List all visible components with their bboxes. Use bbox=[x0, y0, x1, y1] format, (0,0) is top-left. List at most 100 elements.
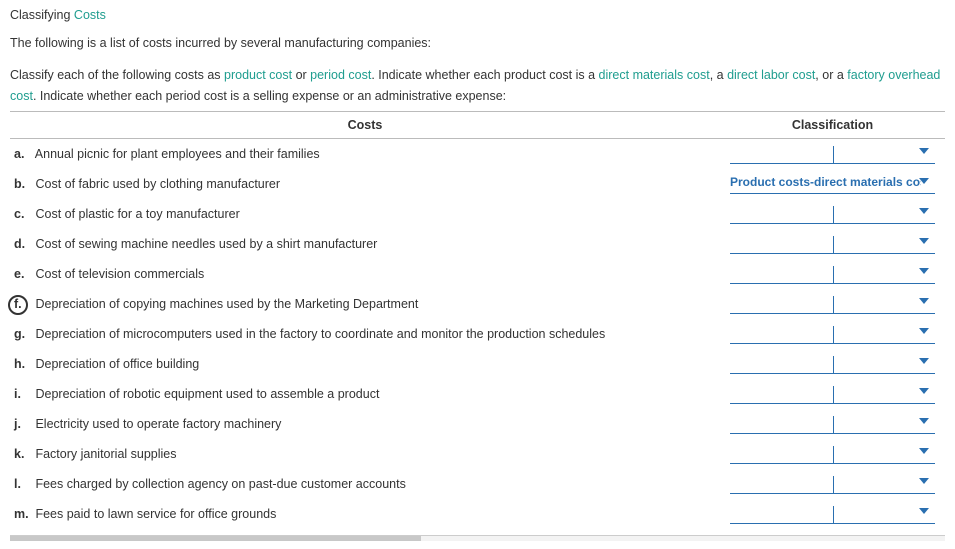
table-row: d. Cost of sewing machine needles used b… bbox=[10, 229, 945, 259]
cost-cell: b. Cost of fabric used by clothing manuf… bbox=[10, 169, 720, 199]
cost-text: Annual picnic for plant employees and th… bbox=[32, 147, 320, 161]
cost-text: Depreciation of robotic equipment used t… bbox=[32, 387, 379, 401]
table-row: g. Depreciation of microcomputers used i… bbox=[10, 319, 945, 349]
row-letter: e. bbox=[14, 267, 32, 281]
classification-cell: Product costs-direct materials cost bbox=[720, 169, 945, 199]
chevron-down-icon bbox=[919, 148, 929, 154]
cost-text: Fees charged by collection agency on pas… bbox=[32, 477, 406, 491]
classification-dropdown[interactable] bbox=[730, 414, 935, 434]
link-direct-labor[interactable]: direct labor cost bbox=[727, 68, 815, 82]
classification-cell bbox=[720, 259, 945, 289]
cost-cell: f. Depreciation of copying machines used… bbox=[10, 289, 720, 319]
chevron-down-icon bbox=[919, 208, 929, 214]
chevron-down-icon bbox=[919, 448, 929, 454]
cost-cell: a. Annual picnic for plant employees and… bbox=[10, 139, 720, 170]
instr-p5: . Indicate whether each period cost is a… bbox=[33, 89, 506, 103]
cost-cell: l. Fees charged by collection agency on … bbox=[10, 469, 720, 499]
cost-text: Cost of television commercials bbox=[32, 267, 204, 281]
instr-p1: or bbox=[292, 68, 310, 82]
classification-dropdown[interactable] bbox=[730, 264, 935, 284]
classification-cell bbox=[720, 379, 945, 409]
chevron-down-icon bbox=[919, 418, 929, 424]
cost-cell: i. Depreciation of robotic equipment use… bbox=[10, 379, 720, 409]
row-letter: d. bbox=[14, 237, 32, 251]
instr-p3: , a bbox=[710, 68, 727, 82]
row-letter: i. bbox=[14, 387, 32, 401]
cost-text: Cost of fabric used by clothing manufact… bbox=[32, 177, 280, 191]
col-costs: Costs bbox=[10, 112, 720, 139]
classification-cell bbox=[720, 319, 945, 349]
row-letter: k. bbox=[14, 447, 32, 461]
classification-dropdown[interactable]: Product costs-direct materials cost bbox=[730, 174, 935, 194]
row-letter: c. bbox=[14, 207, 32, 221]
chevron-down-icon bbox=[919, 478, 929, 484]
classification-dropdown[interactable] bbox=[730, 294, 935, 314]
table-row: i. Depreciation of robotic equipment use… bbox=[10, 379, 945, 409]
classification-cell bbox=[720, 499, 945, 529]
cost-cell: m. Fees paid to lawn service for office … bbox=[10, 499, 720, 529]
row-letter: j. bbox=[14, 417, 32, 431]
row-letter: a. bbox=[14, 147, 32, 161]
cost-text: Factory janitorial supplies bbox=[32, 447, 177, 461]
dropdown-value: Product costs-direct materials cost bbox=[730, 175, 921, 189]
cost-text: Cost of sewing machine needles used by a… bbox=[32, 237, 377, 251]
table-row: c. Cost of plastic for a toy manufacture… bbox=[10, 199, 945, 229]
title-part1: Classifying bbox=[10, 8, 74, 22]
horizontal-scrollbar[interactable] bbox=[10, 535, 945, 541]
cost-text: Depreciation of office building bbox=[32, 357, 199, 371]
chevron-down-icon bbox=[919, 238, 929, 244]
intro-text: The following is a list of costs incurre… bbox=[10, 34, 945, 53]
classification-dropdown[interactable] bbox=[730, 384, 935, 404]
link-product-cost[interactable]: product cost bbox=[224, 68, 292, 82]
classification-cell bbox=[720, 409, 945, 439]
table-row: f. Depreciation of copying machines used… bbox=[10, 289, 945, 319]
classification-dropdown[interactable] bbox=[730, 144, 935, 164]
cost-cell: d. Cost of sewing machine needles used b… bbox=[10, 229, 720, 259]
cost-text: Fees paid to lawn service for office gro… bbox=[32, 507, 276, 521]
classification-dropdown[interactable] bbox=[730, 204, 935, 224]
table-row: k. Factory janitorial supplies bbox=[10, 439, 945, 469]
classification-cell bbox=[720, 139, 945, 170]
instr-p0: Classify each of the following costs as bbox=[10, 68, 224, 82]
circle-annotation bbox=[8, 295, 28, 315]
table-row: b. Cost of fabric used by clothing manuf… bbox=[10, 169, 945, 199]
cost-cell: g. Depreciation of microcomputers used i… bbox=[10, 319, 720, 349]
link-direct-materials[interactable]: direct materials cost bbox=[599, 68, 710, 82]
table-row: e. Cost of television commercials bbox=[10, 259, 945, 289]
cost-text: Depreciation of copying machines used by… bbox=[32, 297, 418, 311]
row-letter: b. bbox=[14, 177, 32, 191]
instructions: Classify each of the following costs as … bbox=[10, 65, 945, 108]
table-row: l. Fees charged by collection agency on … bbox=[10, 469, 945, 499]
classification-cell bbox=[720, 199, 945, 229]
row-letter: g. bbox=[14, 327, 32, 341]
classification-dropdown[interactable] bbox=[730, 474, 935, 494]
classification-cell bbox=[720, 349, 945, 379]
chevron-down-icon bbox=[919, 298, 929, 304]
chevron-down-icon bbox=[919, 508, 929, 514]
classification-dropdown[interactable] bbox=[730, 354, 935, 374]
table-row: a. Annual picnic for plant employees and… bbox=[10, 139, 945, 170]
cost-text: Depreciation of microcomputers used in t… bbox=[32, 327, 605, 341]
classification-dropdown[interactable] bbox=[730, 504, 935, 524]
chevron-down-icon bbox=[919, 328, 929, 334]
classification-dropdown[interactable] bbox=[730, 324, 935, 344]
classification-cell bbox=[720, 469, 945, 499]
classification-dropdown[interactable] bbox=[730, 234, 935, 254]
col-classification: Classification bbox=[720, 112, 945, 139]
link-period-cost[interactable]: period cost bbox=[310, 68, 371, 82]
row-letter: l. bbox=[14, 477, 32, 491]
cost-text: Electricity used to operate factory mach… bbox=[32, 417, 281, 431]
table-row: m. Fees paid to lawn service for office … bbox=[10, 499, 945, 529]
row-letter: h. bbox=[14, 357, 32, 371]
row-letter: m. bbox=[14, 507, 32, 521]
table-row: h. Depreciation of office building bbox=[10, 349, 945, 379]
costs-table: Costs Classification a. Annual picnic fo… bbox=[10, 111, 945, 529]
cost-cell: k. Factory janitorial supplies bbox=[10, 439, 720, 469]
cost-text: Cost of plastic for a toy manufacturer bbox=[32, 207, 240, 221]
table-row: j. Electricity used to operate factory m… bbox=[10, 409, 945, 439]
instr-p2: . Indicate whether each product cost is … bbox=[371, 68, 598, 82]
chevron-down-icon bbox=[919, 358, 929, 364]
chevron-down-icon bbox=[919, 178, 929, 184]
instr-p4: , or a bbox=[815, 68, 847, 82]
classification-dropdown[interactable] bbox=[730, 444, 935, 464]
